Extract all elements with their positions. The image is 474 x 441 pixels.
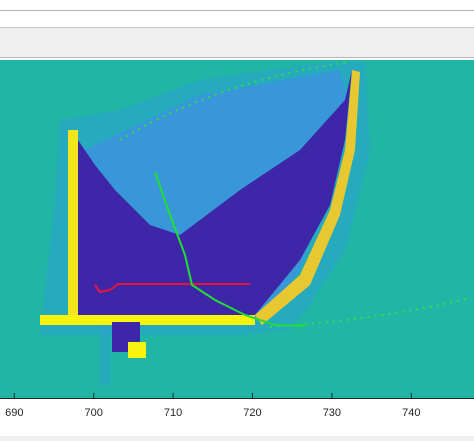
dotted-arc [269,297,471,328]
image [0,60,474,398]
red-track [94,283,250,294]
yellow-edge [255,70,360,325]
x-tick-label: 710 [164,407,182,419]
x-tick-label: 720 [243,407,261,419]
yellow-edge [68,130,78,320]
yellow-blob [128,342,146,358]
x-tick-label: 690 [5,407,23,419]
x-axis-ticks: 690 700 710 720 730 740 [5,393,420,419]
yellow-edge [40,315,255,325]
title-strip [0,0,474,10]
halo [100,325,110,385]
x-tick-label: 700 [85,407,103,419]
green-track [154,171,306,327]
dark-region [78,70,352,315]
dotted-arc [119,61,351,141]
menu-bar [0,11,474,27]
x-tick-label: 740 [402,407,420,419]
x-tick-label: 730 [323,407,341,419]
toolbar [0,28,474,57]
